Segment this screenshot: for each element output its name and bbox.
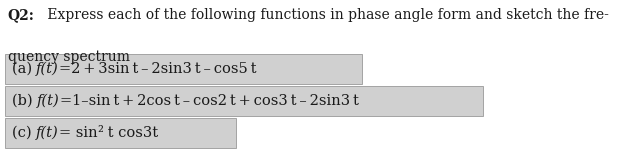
Text: quency spectrum: quency spectrum — [8, 50, 130, 64]
Text: (b): (b) — [12, 94, 37, 108]
Text: t cos3t: t cos3t — [103, 126, 158, 140]
Text: (a): (a) — [12, 62, 36, 76]
Text: (c): (c) — [12, 126, 36, 140]
Text: f(t): f(t) — [36, 126, 59, 140]
Text: =2 + 3sin t – 2sin3 t – cos5 t: =2 + 3sin t – 2sin3 t – cos5 t — [59, 62, 256, 76]
Text: Q2:: Q2: — [8, 8, 35, 22]
Text: Express each of the following functions in phase angle form and sketch the fre-: Express each of the following functions … — [43, 8, 610, 22]
Text: f(t): f(t) — [37, 94, 59, 108]
Text: ²: ² — [97, 126, 103, 140]
Text: = sin: = sin — [59, 126, 97, 140]
Text: =1–sin t + 2cos t – cos2 t + cos3 t – 2sin3 t: =1–sin t + 2cos t – cos2 t + cos3 t – 2s… — [59, 94, 358, 108]
Text: f(t): f(t) — [36, 62, 59, 76]
